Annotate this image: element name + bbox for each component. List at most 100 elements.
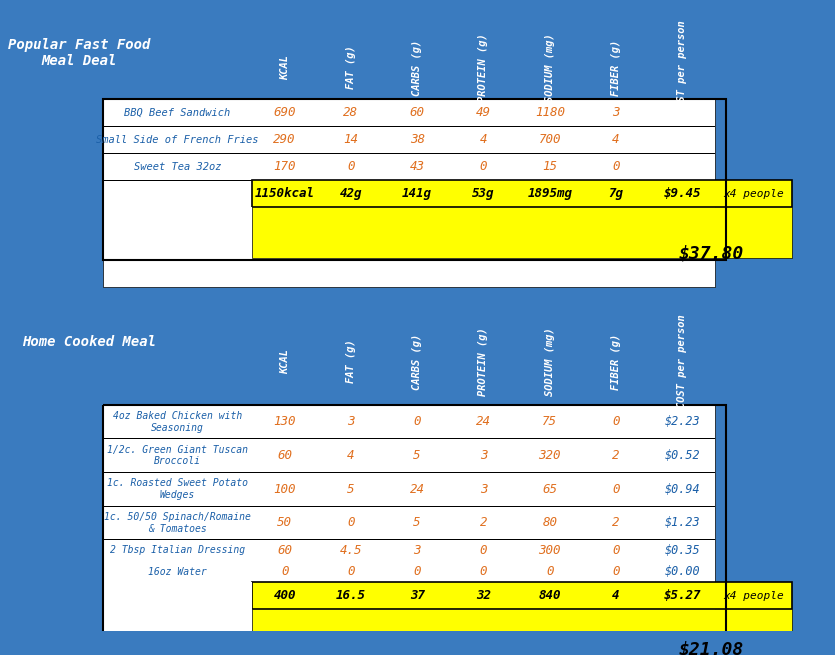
- Text: Sweet Tea 32oz: Sweet Tea 32oz: [134, 162, 221, 172]
- Text: 3: 3: [413, 544, 421, 557]
- Text: 60: 60: [410, 106, 425, 119]
- Bar: [104, 609, 251, 655]
- Text: 1150kcal: 1150kcal: [255, 187, 315, 200]
- Text: 840: 840: [539, 590, 561, 602]
- Text: 4: 4: [612, 133, 620, 146]
- Text: 0: 0: [612, 415, 620, 428]
- Text: 0: 0: [413, 415, 421, 428]
- Text: COST per person: COST per person: [677, 20, 687, 115]
- Text: $21.08: $21.08: [678, 641, 743, 655]
- Bar: [104, 126, 716, 127]
- Text: 5: 5: [347, 483, 355, 496]
- Text: 4: 4: [612, 590, 620, 602]
- Text: 50: 50: [277, 516, 292, 529]
- Bar: [104, 582, 716, 583]
- Bar: [104, 438, 716, 439]
- Bar: [104, 179, 716, 181]
- Text: 7g: 7g: [609, 187, 624, 200]
- Text: 2 Tbsp Italian Dressing: 2 Tbsp Italian Dressing: [110, 546, 245, 555]
- Text: 4.5: 4.5: [340, 544, 362, 557]
- Text: 53g: 53g: [473, 187, 494, 200]
- Text: 28: 28: [343, 106, 358, 119]
- Text: 4: 4: [480, 133, 488, 146]
- Text: BBQ Beef Sandwich: BBQ Beef Sandwich: [124, 108, 230, 118]
- Text: 4: 4: [347, 449, 355, 462]
- Text: 2: 2: [612, 449, 620, 462]
- Text: 0: 0: [347, 565, 355, 578]
- Text: 43: 43: [410, 160, 425, 174]
- Text: 37: 37: [410, 590, 425, 602]
- Bar: [104, 405, 716, 655]
- Text: FIBER (g): FIBER (g): [611, 39, 621, 96]
- Text: PROTEIN (g): PROTEIN (g): [478, 33, 488, 102]
- Text: 100: 100: [273, 483, 296, 496]
- Text: KCAL: KCAL: [280, 349, 290, 374]
- Text: 1895mg: 1895mg: [527, 187, 572, 200]
- Text: 1180: 1180: [534, 106, 564, 119]
- Text: 300: 300: [539, 544, 561, 557]
- Text: 60: 60: [277, 449, 292, 462]
- Bar: [251, 609, 792, 654]
- Bar: [104, 153, 716, 154]
- Text: Popular Fast Food
Meal Deal: Popular Fast Food Meal Deal: [8, 38, 150, 68]
- Bar: [251, 180, 792, 207]
- Text: 3: 3: [612, 106, 620, 119]
- Text: x4 people: x4 people: [723, 189, 784, 198]
- Bar: [104, 472, 716, 473]
- Bar: [104, 100, 726, 260]
- Text: x4 people: x4 people: [723, 591, 784, 601]
- Text: 32: 32: [476, 590, 491, 602]
- Text: 0: 0: [612, 160, 620, 174]
- Text: $5.27: $5.27: [664, 590, 701, 602]
- Text: $9.45: $9.45: [664, 187, 701, 200]
- Bar: [251, 582, 792, 609]
- Text: 42g: 42g: [340, 187, 362, 200]
- Bar: [104, 539, 716, 540]
- Text: FAT (g): FAT (g): [346, 46, 356, 89]
- Text: 0: 0: [347, 516, 355, 529]
- Text: 16oz Water: 16oz Water: [148, 567, 207, 576]
- Text: $1.23: $1.23: [665, 516, 700, 529]
- Text: 320: 320: [539, 449, 561, 462]
- Text: 0: 0: [612, 565, 620, 578]
- Text: 5: 5: [413, 449, 421, 462]
- Text: 0: 0: [546, 565, 554, 578]
- Text: $0.52: $0.52: [665, 449, 700, 462]
- Text: 690: 690: [273, 106, 296, 119]
- Text: 65: 65: [542, 483, 557, 496]
- Text: Home Cooked Meal: Home Cooked Meal: [22, 335, 156, 349]
- Text: 24: 24: [476, 415, 491, 428]
- Text: 0: 0: [281, 565, 288, 578]
- Text: 16.5: 16.5: [336, 590, 366, 602]
- Text: 3: 3: [480, 449, 488, 462]
- Text: 0: 0: [347, 160, 355, 174]
- Bar: [104, 405, 726, 655]
- Text: $0.35: $0.35: [665, 544, 700, 557]
- Text: SODIUM (mg): SODIUM (mg): [544, 327, 554, 396]
- Text: $37.80: $37.80: [678, 244, 743, 263]
- Text: $2.23: $2.23: [665, 415, 700, 428]
- Text: COST per person: COST per person: [677, 314, 687, 408]
- Text: 1c. Roasted Sweet Potato
Wedges: 1c. Roasted Sweet Potato Wedges: [107, 478, 248, 500]
- Text: 2: 2: [480, 516, 488, 529]
- Text: 700: 700: [539, 133, 561, 146]
- Text: 2: 2: [612, 516, 620, 529]
- Text: 15: 15: [542, 160, 557, 174]
- Text: $0.00: $0.00: [665, 565, 700, 578]
- Text: 14: 14: [343, 133, 358, 146]
- Text: 60: 60: [277, 544, 292, 557]
- Text: 0: 0: [480, 565, 488, 578]
- Text: KCAL: KCAL: [280, 55, 290, 80]
- Text: 4oz Baked Chicken with
Seasoning: 4oz Baked Chicken with Seasoning: [113, 411, 242, 432]
- Text: 400: 400: [273, 590, 296, 602]
- Text: 1/2c. Green Giant Tuscan
Broccoli: 1/2c. Green Giant Tuscan Broccoli: [107, 445, 248, 466]
- Text: 170: 170: [273, 160, 296, 174]
- Text: 0: 0: [413, 565, 421, 578]
- Text: 0: 0: [612, 483, 620, 496]
- Text: 5: 5: [413, 516, 421, 529]
- Text: 130: 130: [273, 415, 296, 428]
- Text: 290: 290: [273, 133, 296, 146]
- Text: $0.94: $0.94: [665, 483, 700, 496]
- Text: 0: 0: [480, 544, 488, 557]
- Text: 1c. 50/50 Spinach/Romaine
& Tomatoes: 1c. 50/50 Spinach/Romaine & Tomatoes: [104, 512, 250, 534]
